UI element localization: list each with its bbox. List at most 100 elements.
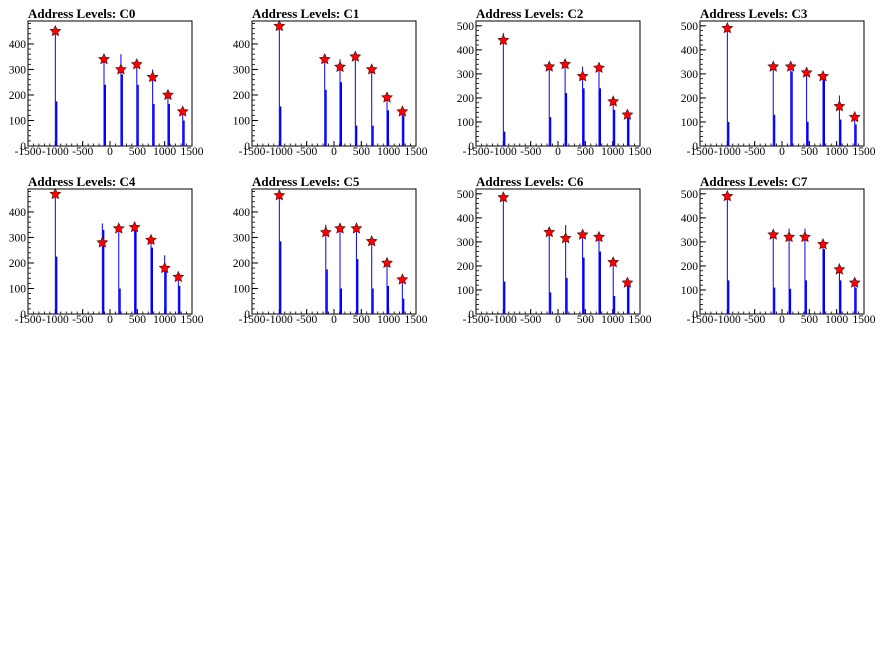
y-tick-label: 400	[233, 207, 251, 219]
y-tick-label: 300	[233, 64, 251, 76]
y-tick-label: 100	[233, 283, 251, 295]
peak-marker	[607, 95, 620, 107]
y-tick-label: 300	[9, 64, 27, 76]
y-tick-label: 200	[9, 258, 27, 270]
peak-marker	[128, 221, 141, 233]
histogram-panel: -1500 -1000 -500 0 500 1000 1500 0 100 200 300 400 A…	[0, 168, 224, 336]
peak-marker	[817, 238, 829, 250]
histogram-panel: -1500 -1000 -500 0 500 1000 1500 0 100 200 300 400 5…	[448, 0, 672, 168]
histogram-panel: -1500 -1000 -500 0 500 1000 1500 0 100 200 300 400 A…	[0, 0, 224, 168]
y-tick-label: 0	[692, 141, 698, 153]
histogram-panel: -1500 -1000 -500 0 500 1000 1500 0 100 200 300 400 A…	[224, 0, 448, 168]
x-tick-label: -1000	[266, 314, 293, 326]
x-tick-label: 0	[555, 314, 561, 326]
peak-marker	[799, 230, 811, 243]
peak-marker	[115, 63, 127, 75]
y-tick-label: 0	[244, 309, 250, 321]
peak-marker	[158, 261, 171, 274]
x-tick-label: -1500	[687, 146, 714, 158]
peak-marker	[497, 191, 510, 203]
x-tick-label: 1000	[377, 314, 400, 326]
x-tick-label: 0	[555, 146, 561, 158]
x-tick-label: -1500	[15, 146, 42, 158]
chart-title: Address Levels: C4	[28, 174, 136, 189]
x-tick-label: 500	[801, 146, 819, 158]
histogram-plot: -1500 -1000 -500 0 500 1000 1500 0 100 200 300 400 5…	[681, 20, 876, 158]
peak-marker	[576, 228, 589, 240]
y-tick-label: 100	[233, 115, 251, 127]
peak-marker	[146, 70, 159, 83]
chart-title: Address Levels: C3	[700, 6, 808, 21]
y-tick-label: 200	[9, 90, 27, 102]
x-tick-label: 500	[129, 314, 147, 326]
plot-frame	[475, 188, 641, 315]
peak-marker	[334, 222, 346, 234]
x-tick-label: -1000	[42, 314, 69, 326]
y-tick-label: 200	[233, 258, 251, 270]
y-tick-label: 200	[457, 261, 475, 273]
x-tick-label: 500	[129, 146, 147, 158]
peak-marker	[833, 100, 846, 112]
y-tick-label: 300	[457, 69, 475, 81]
y-tick-label: 100	[457, 285, 475, 297]
histogram-plot: -1500 -1000 -500 0 500 1000 1500 0 100 200 300 400 5…	[457, 20, 652, 158]
peak-marker	[365, 63, 378, 75]
y-tick-label: 200	[233, 90, 251, 102]
x-tick-label: 1500	[629, 146, 652, 158]
peak-marker	[607, 256, 620, 268]
chart-title: Address Levels: C2	[476, 6, 584, 21]
x-tick-label: -1500	[15, 314, 42, 326]
peak-marker	[130, 58, 143, 70]
x-tick-label: -1000	[266, 146, 293, 158]
y-tick-label: 300	[681, 237, 699, 249]
y-tick-label: 200	[457, 93, 475, 105]
histogram-plot: -1500 -1000 -500 0 500 1000 1500 0 100 200 300 400	[233, 188, 428, 326]
y-tick-label: 200	[681, 261, 699, 273]
peak-marker	[162, 88, 174, 101]
y-tick-label: 300	[681, 69, 699, 81]
x-tick-label: -500	[72, 146, 93, 158]
y-tick-label: 400	[457, 213, 475, 225]
x-tick-label: 500	[353, 146, 371, 158]
y-tick-label: 0	[468, 309, 474, 321]
peak-marker	[784, 60, 797, 72]
x-tick-label: 500	[801, 314, 819, 326]
y-tick-label: 0	[244, 141, 250, 153]
x-tick-label: 500	[577, 314, 595, 326]
histogram-panel: -1500 -1000 -500 0 500 1000 1500 0 100 200 300 400 A…	[224, 168, 448, 336]
peak-marker	[350, 222, 363, 234]
x-tick-label: 1500	[405, 146, 428, 158]
x-tick-label: 1500	[181, 314, 204, 326]
y-tick-label: 0	[20, 141, 26, 153]
peak-marker	[365, 235, 378, 247]
x-tick-label: -500	[296, 314, 317, 326]
chart-title: Address Levels: C7	[700, 174, 808, 189]
y-tick-label: 300	[9, 232, 27, 244]
peak-marker	[49, 24, 62, 37]
x-tick-label: 0	[331, 314, 337, 326]
x-tick-label: -1500	[239, 314, 266, 326]
peak-marker	[98, 53, 110, 65]
x-tick-label: -500	[520, 146, 541, 158]
x-tick-label: 1500	[853, 314, 876, 326]
peak-marker	[559, 58, 572, 70]
peak-marker	[543, 60, 556, 72]
y-tick-label: 400	[233, 39, 251, 51]
peak-marker	[848, 276, 861, 288]
peak-marker	[783, 230, 796, 243]
x-tick-label: 1000	[825, 314, 848, 326]
plot-frame	[251, 188, 417, 315]
peak-marker	[593, 230, 605, 243]
peak-marker	[396, 105, 409, 117]
x-tick-label: 500	[353, 314, 371, 326]
y-tick-label: 400	[9, 207, 27, 219]
y-tick-label: 500	[457, 21, 475, 33]
peak-marker	[767, 60, 780, 72]
x-tick-label: 1000	[825, 146, 848, 158]
peak-marker	[721, 189, 734, 202]
peak-marker	[334, 60, 346, 72]
y-tick-label: 400	[681, 45, 699, 57]
histogram-panel: -1500 -1000 -500 0 500 1000 1500 0 100 200 300 400 5…	[672, 0, 896, 168]
y-tick-label: 0	[468, 141, 474, 153]
x-tick-label: -1000	[490, 314, 517, 326]
